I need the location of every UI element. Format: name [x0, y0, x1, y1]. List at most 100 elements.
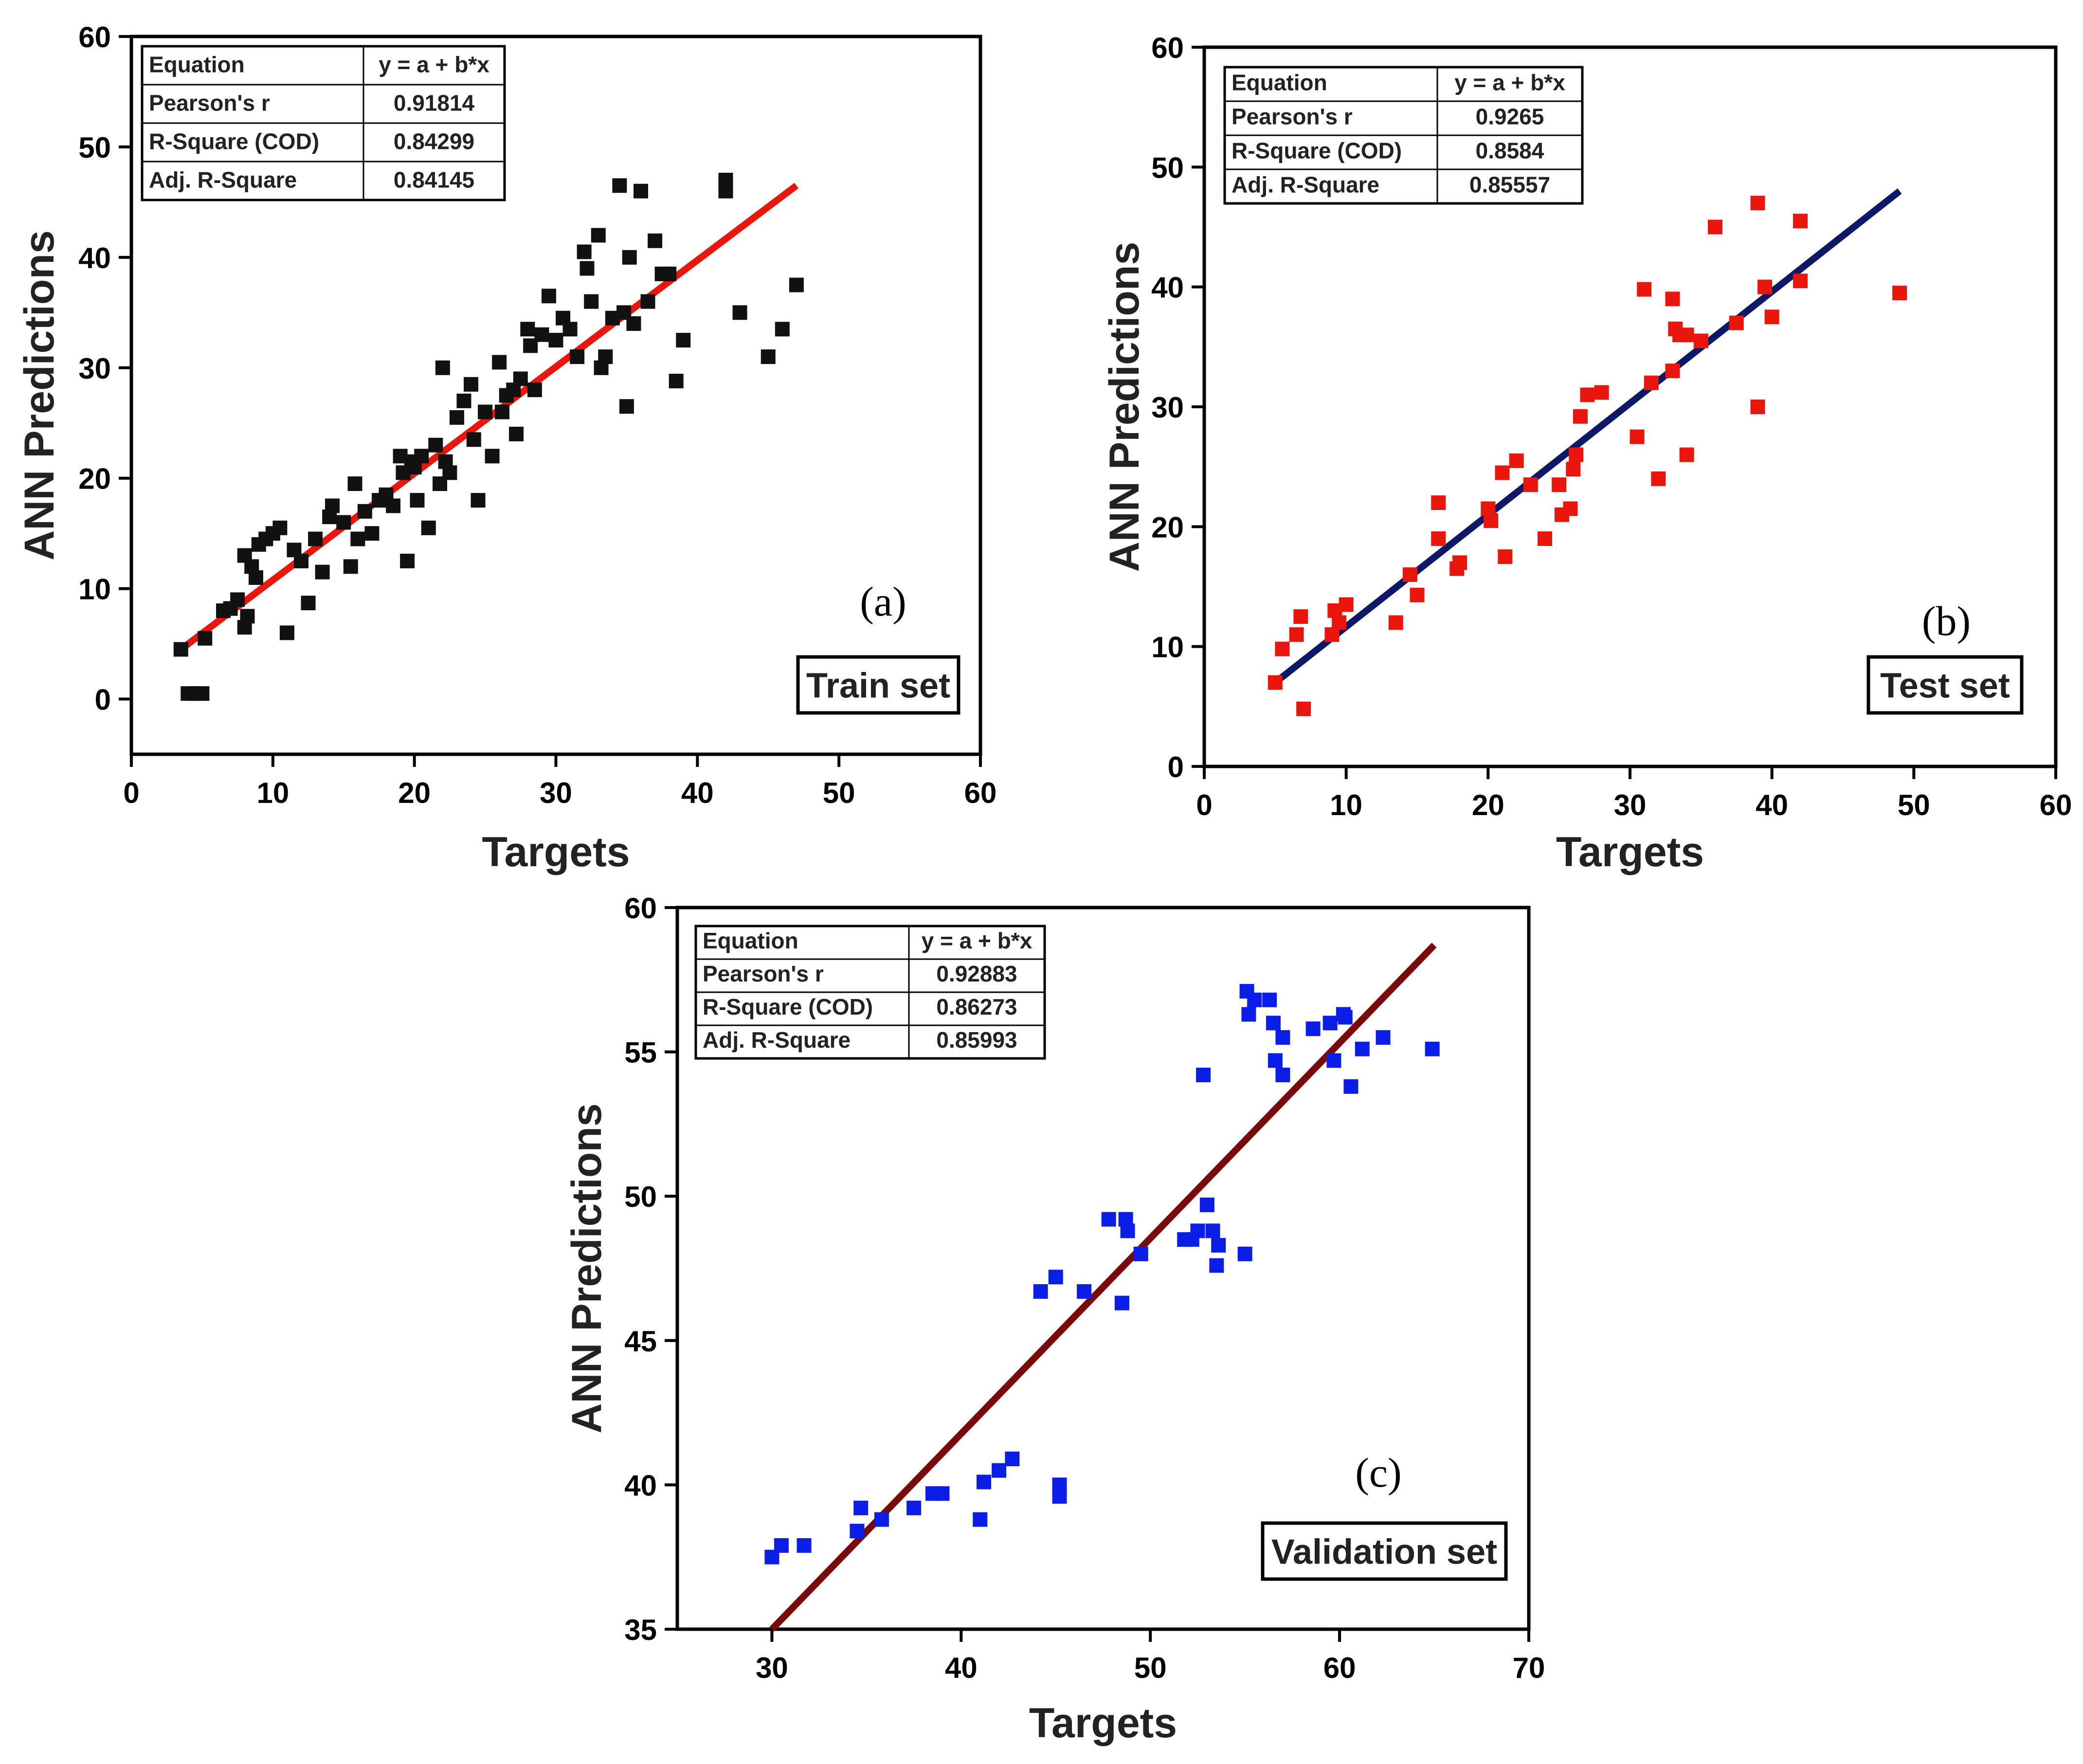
data-point [1569, 447, 1584, 462]
stats-label: Equation [149, 52, 245, 77]
data-point [732, 305, 747, 320]
data-point [456, 393, 471, 408]
data-point [1665, 291, 1680, 307]
data-point [449, 410, 464, 425]
data-point [1495, 465, 1510, 480]
data-point [1211, 1238, 1226, 1253]
data-point [619, 399, 634, 414]
data-point [1209, 1258, 1224, 1273]
y-tick-label: 60 [78, 21, 111, 54]
data-point [421, 520, 436, 535]
data-point [527, 382, 542, 398]
stats-value: y = a + b*x [379, 52, 489, 77]
stats-value: 0.84145 [394, 167, 474, 193]
data-point [428, 437, 443, 453]
y-tick-label: 50 [1151, 151, 1184, 184]
data-point [1048, 1270, 1063, 1285]
data-point [1305, 1021, 1321, 1037]
data-point [1573, 409, 1588, 424]
data-point [1552, 477, 1567, 492]
data-point [1750, 400, 1765, 414]
stats-value: 0.9265 [1476, 104, 1544, 129]
x-axis-title: Targets [1029, 1700, 1177, 1746]
x-tick-label: 0 [123, 777, 139, 809]
data-point [471, 493, 486, 508]
x-tick-label: 30 [540, 777, 572, 809]
data-point [761, 349, 776, 364]
data-point [1289, 627, 1304, 642]
y-tick-label: 0 [1168, 751, 1184, 783]
data-point [1296, 701, 1311, 716]
x-tick-label: 20 [398, 777, 431, 809]
x-tick-label: 20 [1472, 789, 1504, 821]
x-tick-label: 60 [2040, 789, 2072, 821]
data-point [442, 465, 457, 480]
data-point [640, 294, 655, 309]
data-point [248, 570, 263, 585]
data-point [1693, 333, 1708, 348]
stats-label: Adj. R-Square [1232, 172, 1379, 198]
data-point [612, 178, 627, 193]
data-point [1509, 453, 1524, 468]
x-tick-label: 50 [1898, 789, 1930, 821]
data-point [626, 316, 641, 331]
data-point [1892, 285, 1907, 300]
set-label: Train set [806, 667, 950, 706]
y-tick-label: 40 [1151, 272, 1184, 304]
data-point [718, 173, 733, 187]
stats-value: 0.85993 [936, 1027, 1017, 1053]
data-point [1594, 385, 1609, 400]
data-point [1757, 279, 1773, 294]
data-point [1262, 992, 1277, 1007]
data-point [1538, 531, 1552, 546]
y-axis-title: ANN Predictions [16, 230, 63, 561]
stats-value: 0.84299 [394, 129, 474, 154]
x-tick-label: 0 [1196, 789, 1212, 821]
data-point [230, 592, 245, 607]
stats-value: 0.91814 [394, 91, 475, 116]
data-point [1484, 513, 1499, 528]
data-point [1523, 477, 1538, 492]
data-point [347, 476, 362, 491]
stats-label: Pearson's r [703, 961, 824, 986]
stats-label: Adj. R-Square [703, 1027, 851, 1053]
data-point [520, 322, 535, 337]
data-point [669, 374, 684, 388]
data-point [973, 1512, 988, 1527]
data-point [195, 686, 210, 701]
data-point [1190, 1223, 1205, 1238]
fit-line [1273, 188, 1902, 686]
data-point [386, 498, 401, 513]
data-point [1120, 1223, 1135, 1238]
data-point [1498, 549, 1513, 564]
stats-value: y = a + b*x [1454, 70, 1565, 95]
data-point [1355, 1041, 1370, 1056]
data-point [1241, 1007, 1256, 1022]
set-label-box [1866, 655, 2024, 715]
data-point [1101, 1212, 1116, 1227]
chart-svg: 30 40 50 60 70 35 40 45 50 55 60 Targets ANN Predict… [563, 892, 1545, 1746]
y-tick-label: 30 [78, 352, 111, 385]
x-tick-label: 10 [256, 777, 289, 809]
data-point [336, 515, 351, 530]
data-point [1326, 1053, 1341, 1068]
chart-svg: 0 10 20 30 40 50 60 0 10 20 30 40 50 60 Targets ANN Pre… [16, 21, 996, 875]
chart-panel-validation: 30 40 50 60 70 35 40 45 50 55 60 Targets ANN Predict… [540, 871, 1576, 1762]
y-tick-label: 55 [624, 1037, 657, 1069]
data-point [1431, 531, 1446, 546]
set-label: Validation set [1271, 1533, 1497, 1572]
set-label-box [796, 655, 960, 715]
stats-value: 0.8584 [1476, 138, 1544, 164]
data-point [1563, 501, 1578, 516]
data-point [1566, 462, 1581, 477]
panel-label: (c) [1355, 1449, 1401, 1496]
y-tick-label: 20 [1151, 511, 1184, 544]
stats-value: 0.86273 [936, 994, 1017, 1019]
y-tick-label: 50 [624, 1181, 657, 1213]
data-point [410, 493, 425, 508]
y-tick-label: 35 [624, 1614, 657, 1646]
y-tick-label: 50 [78, 131, 111, 164]
y-axis-title: ANN Predictions [1101, 242, 1148, 572]
data-point [935, 1486, 950, 1501]
data-point [541, 289, 556, 304]
